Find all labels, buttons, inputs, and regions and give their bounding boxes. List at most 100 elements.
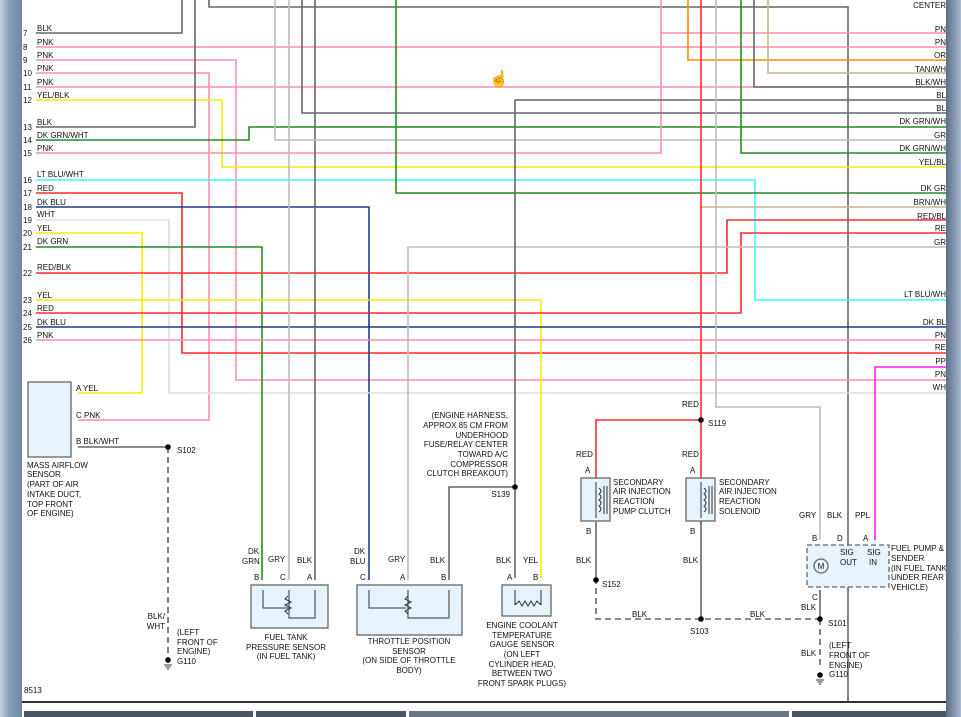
pin-number: 12 (23, 96, 32, 105)
pin-number: 25 (23, 323, 32, 332)
wire-label: TAN/WH (915, 65, 946, 74)
component-label: SECONDARY (719, 478, 770, 487)
wire-label: GR (934, 131, 946, 140)
harness-note: FUSE/RELAY CENTER (424, 440, 508, 449)
wire-label: RED (576, 450, 593, 459)
splice-label-s103: S103 (690, 627, 709, 636)
wire-label: PN (935, 331, 946, 340)
wire-blk (36, 0, 183, 34)
right-panel-edge[interactable] (946, 0, 961, 717)
toolbar-segment[interactable] (409, 711, 789, 717)
pin-number: 14 (23, 136, 32, 145)
wire-label: BLK/WH (915, 78, 946, 87)
wire-label: OR (934, 51, 946, 60)
component-label: SENDER (891, 554, 925, 563)
resistor-icon (403, 595, 413, 615)
wire-label: BRN/WH (914, 198, 946, 207)
wire-label: BLK (801, 649, 817, 658)
component-label: (ON LEFT (504, 650, 541, 659)
splice-label-s101: S101 (828, 619, 847, 628)
ground-location: ENGINE) (177, 647, 211, 656)
component-label: FUEL TANK (265, 633, 309, 642)
pin-numbers: 7 8 9 10 11 12 13 14 15 16 17 18 19 20 2… (23, 29, 32, 345)
wire-label: DK (248, 547, 260, 556)
wire-gry (407, 246, 946, 580)
pin-number: 24 (23, 309, 32, 318)
pin-number: 17 (23, 189, 32, 198)
wire-pnk (36, 59, 946, 381)
wire-label: PNK (37, 64, 54, 73)
ground-location: ENGINE) (829, 661, 863, 670)
pin-number: 15 (23, 149, 32, 158)
wire-label: GRY (799, 511, 817, 520)
wire-label: BLK (576, 556, 592, 565)
component-label: REACTION (719, 497, 761, 506)
harness-note: (ENGINE HARNESS, (432, 411, 508, 420)
coil-icon (595, 482, 608, 518)
harness-note: CLUTCH BREAKOUT) (427, 469, 509, 478)
wire-label: RED/BL (917, 212, 946, 221)
wiring-diagram-canvas: 7 8 9 10 11 12 13 14 15 16 17 18 19 20 2… (22, 0, 948, 703)
wire-ppl (874, 366, 946, 540)
wire-label: DK GRN/WHT (37, 131, 89, 140)
wire-label: BLK/ (148, 612, 166, 621)
motor-label: M (818, 562, 825, 571)
wire-yel (36, 299, 542, 578)
wire-label: RE (935, 343, 946, 352)
pin-label: D (837, 534, 843, 543)
toolbar-segment[interactable] (256, 711, 406, 717)
wire-blk (36, 0, 196, 128)
maf-label: INTAKE DUCT, (27, 490, 81, 499)
component-label: SECONDARY (613, 478, 664, 487)
wire-dk-grn-wht (36, 126, 946, 141)
wire-label: WHT (147, 622, 165, 631)
wire-label: DK BL (923, 318, 946, 327)
maf-label: MASS AIRFLOW (27, 461, 88, 470)
component-internals (164, 482, 824, 685)
wire-label: PNK (37, 38, 54, 47)
wire-label: PNK (37, 331, 54, 340)
pin-label: A (507, 573, 513, 582)
wire-label: DK BLU (37, 198, 66, 207)
wires (36, 0, 946, 701)
wire-label: CENTER (913, 1, 946, 10)
ground-location: FRONT OF (829, 651, 870, 660)
wire-label: PPL (855, 511, 871, 520)
sensor-circuit-icon (262, 590, 316, 619)
splice-label-s139: S139 (491, 490, 510, 499)
pin-label: B (441, 573, 446, 582)
wire-lt-blu-wht (36, 179, 946, 301)
splice-s152 (593, 577, 599, 583)
splice-s119 (698, 417, 704, 423)
maf-sensor-box (27, 381, 72, 458)
splice-dots (165, 417, 823, 678)
toolbar-segment[interactable] (792, 711, 946, 717)
wire-label: PN (935, 25, 946, 34)
wire-label: LT BLU/WH (904, 290, 946, 299)
pin-number: 16 (23, 176, 32, 185)
ground-g110-left (165, 657, 171, 663)
component-label: FRONT SPARK PLUGS) (478, 679, 567, 688)
component-label: FUEL PUMP & (891, 544, 945, 553)
pin-label: B (533, 573, 538, 582)
component-label: CYLINDER HEAD, (488, 660, 555, 669)
wire-label: RED (682, 400, 699, 409)
wire-label: GRY (388, 555, 406, 564)
pin-number: 23 (23, 296, 32, 305)
ect-sensor-box (501, 584, 552, 617)
pin-label: A (585, 466, 591, 475)
wire-label: RED (682, 450, 699, 459)
wire-label: GRN (242, 557, 260, 566)
wiring-diagram: 7 8 9 10 11 12 13 14 15 16 17 18 19 20 2… (23, 0, 948, 701)
wire-label: BLK (496, 556, 512, 565)
toolbar-segment[interactable] (24, 711, 253, 717)
sig-out-label: SIG (840, 548, 854, 557)
wire-label: RE (935, 224, 946, 233)
wire-label: RED (37, 304, 54, 313)
wire-label: BLU (350, 557, 366, 566)
wire-dk-grn (36, 246, 263, 580)
maf-pin-a: A YEL (76, 384, 99, 393)
splice-s103 (698, 616, 704, 622)
wire-label: BLK (801, 603, 817, 612)
wire-label: PN (935, 38, 946, 47)
